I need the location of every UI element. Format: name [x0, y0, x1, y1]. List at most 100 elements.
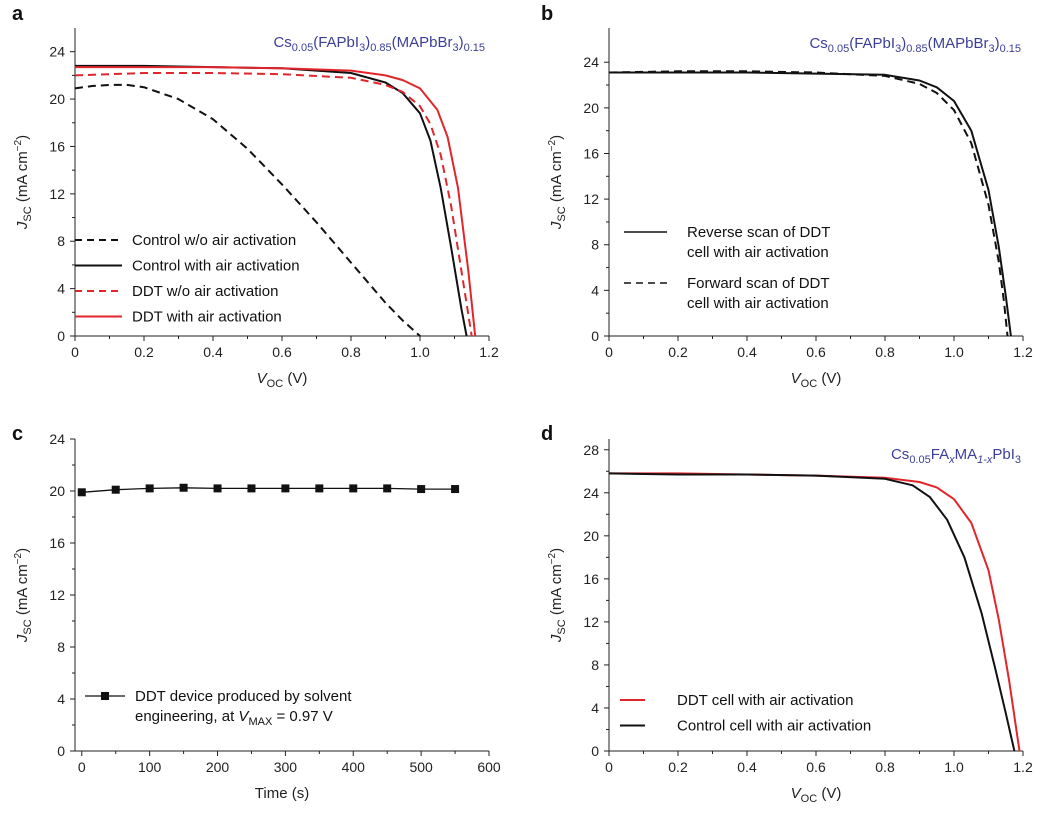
y-tick-label: 8 [591, 657, 599, 673]
y-tick-label: 16 [583, 571, 599, 587]
data-point [417, 485, 426, 494]
panel-c: c 0 100 200 300 400 500 600 0 4 8 12 16 20 24 Time (s) J… [12, 423, 501, 802]
y-tick-label: 8 [591, 237, 599, 253]
text-part: Cs [273, 34, 291, 51]
text-part: Cs [809, 35, 827, 52]
text-part: 3 [359, 42, 365, 54]
legend-label: cell with air activation [687, 295, 829, 312]
x-axis-label: VOC (V) [257, 370, 308, 390]
y-tick-label: 8 [57, 639, 65, 655]
text-part: J [548, 634, 565, 643]
x-tick-label: 0.6 [272, 344, 292, 360]
data-point [349, 484, 358, 493]
text-part: SC [22, 619, 34, 634]
text-part: MA [955, 446, 978, 463]
x-tick-label: 600 [477, 759, 501, 775]
text-part: 0.15 [464, 42, 485, 54]
x-tick-label: 0 [71, 344, 79, 360]
x-tick-label: 0.2 [668, 344, 688, 360]
text-part: J [14, 221, 31, 230]
x-tick-label: 300 [274, 759, 298, 775]
x-axis-label: VOC (V) [791, 785, 842, 805]
data-point [247, 484, 256, 493]
text-part: J [14, 634, 31, 643]
y-tick-label: 12 [583, 614, 599, 630]
y-axis-label: JSC (mA cm−2) [13, 135, 34, 230]
x-tick-label: 0.6 [806, 344, 826, 360]
x-tick-label: 1.2 [1013, 759, 1033, 775]
text-part: (mA cm [14, 564, 31, 619]
text-part: OC [267, 378, 284, 390]
text-part: −2 [547, 139, 558, 151]
x-tick-label: 0.4 [737, 344, 757, 360]
y-tick-label: 0 [57, 328, 65, 344]
composition-label: Cs0.05(FAPbI3)0.85(MAPbBr3)0.15 [809, 35, 1021, 55]
data-point [145, 484, 154, 493]
text-part: SC [556, 206, 568, 221]
y-tick-label: 24 [49, 431, 65, 447]
series-line-2 [74, 72, 473, 337]
data-point [77, 488, 86, 497]
text-part: SC [22, 206, 34, 221]
y-tick-label: 4 [57, 281, 65, 297]
x-axis-label: Time (s) [255, 785, 309, 802]
text-part: −2 [547, 552, 558, 564]
legend-label: Forward scan of DDT [687, 275, 830, 292]
y-tick-label: 20 [583, 528, 599, 544]
text-part: Cs [891, 446, 909, 463]
series-line-3 [75, 66, 477, 337]
data-point [179, 483, 188, 492]
y-tick-label: 24 [583, 54, 599, 70]
legend-label: Reverse scan of DDT [687, 224, 830, 241]
text-part: 3 [988, 43, 994, 55]
text-part: (mA cm [548, 151, 565, 206]
composition-label: Cs0.05(FAPbI3)0.85(MAPbBr3)0.15 [273, 34, 485, 54]
x-tick-label: 1.2 [1013, 344, 1033, 360]
text-part: V [257, 370, 269, 387]
text-part: 0.05 [292, 42, 313, 54]
text-part: 1-x [977, 454, 993, 466]
legend-label: DDT w/o air activation [132, 283, 278, 300]
x-tick-label: 0.2 [668, 759, 688, 775]
legend-label: Control cell with air activation [677, 718, 871, 735]
text-part: (MAPbBr [928, 35, 989, 52]
text-part: ) [14, 135, 31, 140]
text-part: ) [995, 35, 1000, 52]
text-part: OC [801, 378, 818, 390]
text-part: (V) [817, 785, 841, 802]
text-part: ) [901, 35, 906, 52]
x-tick-label: 1.0 [944, 344, 964, 360]
text-part: Time (s) [255, 785, 309, 802]
panel-d: d 0 0.2 0.4 0.6 0.8 1.0 1.2 0 4 8 12 16 20 24 28 VOC (V)… [541, 423, 1033, 805]
y-tick-label: 0 [591, 743, 599, 759]
text-part: 0.05 [909, 454, 930, 466]
legend-label: Control with air activation [132, 258, 300, 275]
y-tick-label: 20 [49, 483, 65, 499]
text-part: (V) [817, 370, 841, 387]
legend-marker [101, 692, 109, 700]
text-part: (MAPbBr [392, 34, 453, 51]
data-point [281, 484, 290, 493]
legend-label: cell with air activation [687, 244, 829, 261]
x-tick-label: 1.0 [410, 344, 430, 360]
legend-label: engineering, at VMAX = 0.97 V [135, 708, 333, 728]
panel-a: a 0 0.2 0.4 0.6 0.8 1.0 1.2 0 4 8 12 16 20 24 VOC (V) JS… [12, 3, 499, 390]
text-part: (mA cm [548, 564, 565, 619]
y-tick-label: 16 [49, 535, 65, 551]
y-axis-label: JSC (mA cm−2) [547, 135, 568, 230]
x-tick-label: 0.4 [737, 759, 757, 775]
panel-label: d [541, 423, 553, 445]
x-tick-label: 500 [409, 759, 433, 775]
y-tick-label: 4 [57, 691, 65, 707]
y-tick-label: 8 [57, 233, 65, 249]
text-part: −2 [13, 552, 24, 564]
y-tick-label: 20 [583, 100, 599, 116]
text-part: ) [365, 34, 370, 51]
text-part: FA [931, 446, 949, 463]
x-tick-label: 0.4 [203, 344, 223, 360]
y-tick-label: 24 [583, 485, 599, 501]
legend: DDT device produced by solvent engineerin… [85, 688, 352, 728]
y-axis-label: JSC (mA cm−2) [547, 548, 568, 643]
text-part: 0.85 [906, 43, 927, 55]
